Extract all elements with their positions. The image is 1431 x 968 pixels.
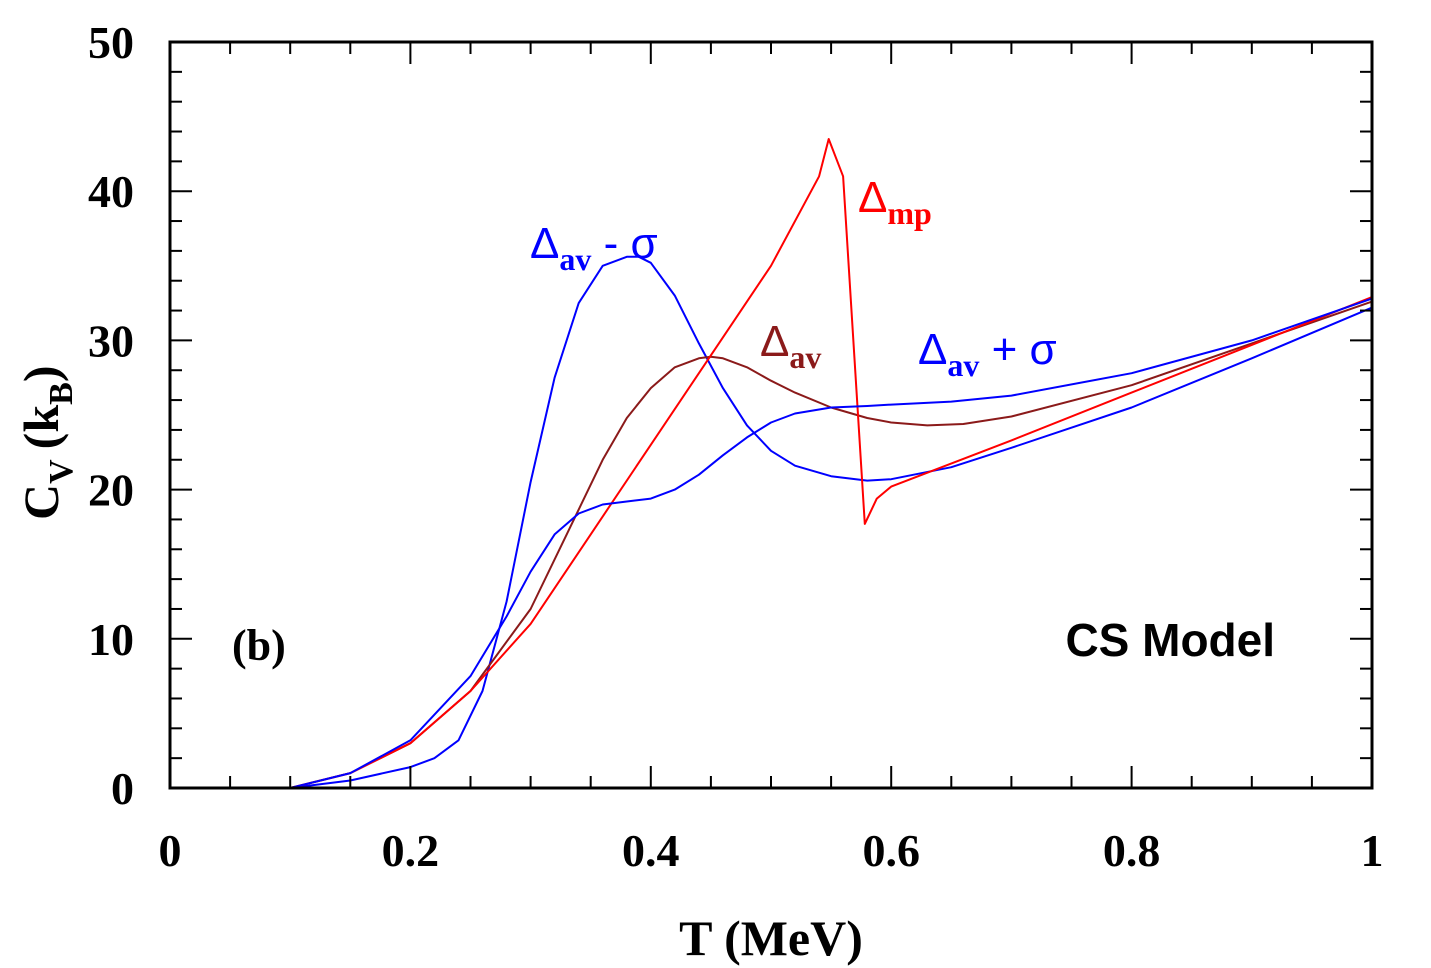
series-label-sub: av <box>789 339 821 375</box>
panel-label: (b) <box>232 621 286 670</box>
series-label-av-minus-sigma: Δav - σ <box>530 219 658 277</box>
series-label-main: Δ <box>530 219 559 268</box>
y-tick-label: 0 <box>111 763 134 814</box>
model-label: CS Model <box>1065 614 1275 666</box>
x-tick-label: 0.8 <box>1103 825 1161 876</box>
x-tick-label: 0.6 <box>862 825 920 876</box>
curves-layer <box>289 138 1373 789</box>
y-tick-label: 30 <box>88 315 134 366</box>
series-label-av: Δav <box>760 317 821 375</box>
series-label-sub: av <box>947 347 979 383</box>
y-tick-label: 40 <box>88 166 134 217</box>
y-axis-title: CV (kB) <box>13 366 80 520</box>
series-label-suffix: + σ <box>979 325 1056 374</box>
y-axis-title-sub: V <box>43 459 80 484</box>
series-line-av-plus-sigma <box>289 297 1373 789</box>
plot-frame <box>168 40 1374 790</box>
x-tick-label: 0 <box>159 825 182 876</box>
series-label-main: Δ <box>858 173 887 222</box>
x-tick-label: 0.2 <box>382 825 440 876</box>
series-line-av-minus-sigma <box>290 255 1373 789</box>
y-axis-title-units-sub: B <box>43 382 80 405</box>
x-tick-label: 0.4 <box>622 825 680 876</box>
series-label-main: Δ <box>760 317 789 366</box>
y-tick-label: 20 <box>88 465 134 516</box>
y-tick-label: 10 <box>88 614 134 665</box>
series-line-av <box>289 300 1373 789</box>
series-label-suffix: - σ <box>591 219 657 268</box>
y-axis-title-units-open: (k <box>13 405 69 450</box>
ticks-layer <box>169 41 1373 789</box>
y-axis-title-units-close: ) <box>13 366 69 383</box>
series-label-sub: mp <box>887 195 931 231</box>
x-axis-title: T (MeV) <box>679 910 863 966</box>
series-label-mp: Δmp <box>858 173 932 231</box>
series-label-av-plus-sigma: Δav + σ <box>918 325 1057 383</box>
series-label-main: Δ <box>918 325 947 374</box>
series-line-mp <box>289 138 1373 789</box>
y-axis-title-main: C <box>13 484 69 520</box>
series-label-sub: av <box>559 241 591 277</box>
y-tick-label: 50 <box>88 17 134 68</box>
x-tick-label: 1 <box>1361 825 1384 876</box>
